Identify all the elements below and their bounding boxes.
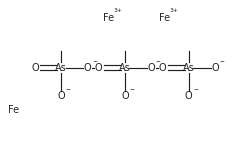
- Text: Fe: Fe: [103, 13, 114, 23]
- Text: O: O: [211, 63, 219, 73]
- Text: 3+: 3+: [170, 8, 179, 13]
- Text: As: As: [119, 63, 131, 73]
- Text: −: −: [156, 58, 160, 63]
- Text: O: O: [121, 91, 129, 101]
- Text: 3+: 3+: [114, 8, 122, 13]
- Text: O: O: [58, 91, 65, 101]
- Text: O: O: [148, 63, 155, 73]
- Text: Fe: Fe: [8, 105, 19, 115]
- Text: −: −: [193, 86, 198, 91]
- Text: −: −: [220, 58, 224, 63]
- Text: Fe: Fe: [160, 13, 170, 23]
- Text: As: As: [56, 63, 67, 73]
- Text: O: O: [95, 63, 102, 73]
- Text: As: As: [183, 63, 194, 73]
- Text: O: O: [185, 91, 192, 101]
- Text: −: −: [130, 86, 134, 91]
- Text: O: O: [84, 63, 91, 73]
- Text: O: O: [31, 63, 39, 73]
- Text: −: −: [92, 58, 97, 63]
- Text: −: −: [66, 86, 71, 91]
- Text: O: O: [159, 63, 166, 73]
